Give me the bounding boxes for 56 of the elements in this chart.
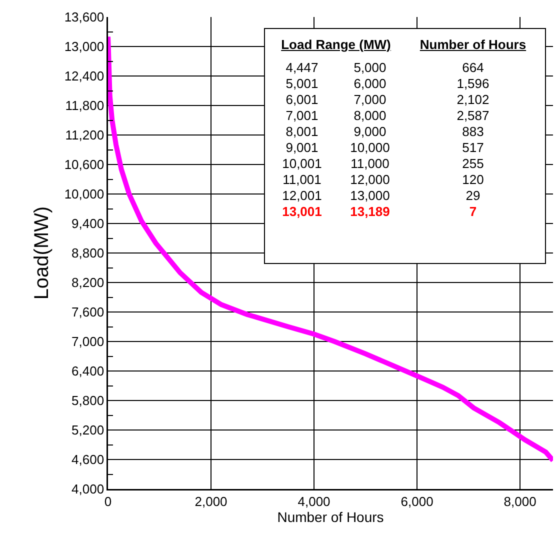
annotation: 2,102 [456,92,490,108]
annotation: 664 [461,60,485,76]
annotation: Number of Hours [418,36,528,54]
x-tick-label: 8,000 [504,494,536,509]
y-tick-label: 5,200 [72,422,104,438]
annotation: 4,447 [284,60,320,76]
y-tick-label: 4,600 [72,452,104,468]
y-tick-label: 10,600 [64,157,104,172]
y-tick-label: 10,000 [64,186,104,202]
y-axis-title: Load(MW) [30,206,53,300]
annotation: 6,000 [352,76,388,92]
annotation: 1,596 [456,76,490,92]
annotation: 517 [461,140,485,156]
y-tick-label: 5,800 [72,393,104,408]
x-axis-title: Number of Hours [277,509,384,526]
annotation: 8,000 [352,108,388,124]
annotation: 2,587 [456,108,490,124]
annotation: 8,001 [284,124,320,140]
annotation: 255 [461,156,485,172]
annotation: 883 [461,124,485,140]
annotation: 5,000 [352,60,388,76]
x-tick-label: 2,000 [194,494,228,509]
y-tick-label: 11,800 [65,98,104,114]
annotation: 7 [468,204,478,220]
y-tick-label: 8,200 [72,275,104,290]
annotation: 13,189 [349,204,391,220]
y-tick-label: 9,400 [72,216,104,232]
x-tick-label: 6,000 [400,494,434,509]
annotation: 11,000 [350,156,390,172]
y-tick-label: 4,000 [72,482,104,497]
y-tick-label: 11,200 [65,128,104,143]
y-tick-label: 12,400 [64,68,104,84]
y-tick-label: 7,000 [72,334,104,350]
annotation: 13,001 [281,204,323,220]
annotation: 7,001 [284,108,320,124]
annotation: 10,001 [281,156,323,172]
annotation: 12,001 [281,188,323,204]
annotation: 5,001 [284,76,320,92]
annotation: 29 [464,188,482,204]
y-tick-label: 8,800 [72,246,104,261]
annotation: 11,001 [282,172,322,188]
annotation: Load Range (MW) [280,36,392,54]
annotation: 9,000 [352,124,388,140]
annotation: 7,000 [352,92,388,108]
x-tick-label: 4,000 [298,494,330,509]
annotation: 120 [461,172,485,188]
annotation: 9,001 [284,140,320,156]
annotation: 10,000 [349,140,391,156]
x-tick-label: 0 [104,494,112,509]
y-tick-label: 13,600 [64,10,104,25]
y-tick-label: 13,000 [64,39,104,54]
y-tick-label: 6,400 [72,364,104,379]
annotation: 13,000 [349,188,391,204]
annotation: 12,000 [349,172,391,188]
annotation: 6,001 [284,92,320,108]
y-tick-label: 7,600 [72,304,104,320]
